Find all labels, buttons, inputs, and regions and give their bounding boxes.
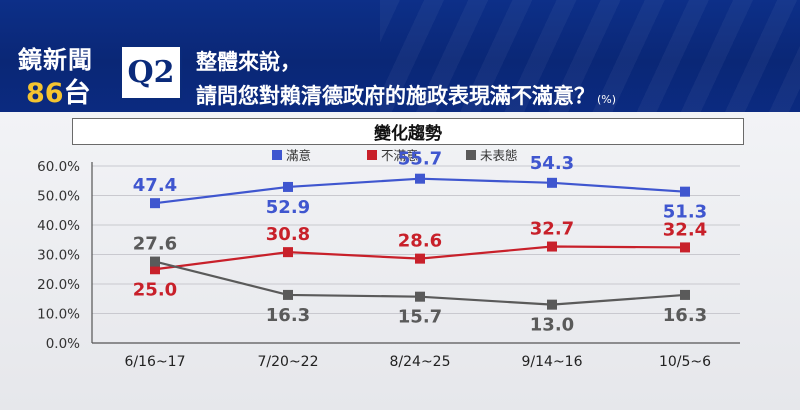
brand-channel-number: 86	[26, 78, 64, 109]
data-label: 15.7	[398, 307, 442, 328]
data-label: 13.0	[530, 315, 574, 336]
y-tick-label: 60.0%	[37, 159, 80, 175]
data-point	[547, 177, 557, 188]
data-label: 28.6	[398, 231, 442, 252]
header-banner: 鏡新聞 86台 Q2 整體來說， 請問您對賴清德政府的施政表現滿不滿意？ (%)	[0, 0, 800, 112]
x-tick-label: 10/5~6	[659, 354, 711, 370]
question-badge: Q2	[120, 45, 182, 100]
data-label: 25.0	[133, 279, 177, 300]
x-tick-label: 6/16~17	[125, 354, 186, 370]
data-point	[680, 289, 690, 300]
x-tick-label: 9/14~16	[522, 354, 583, 370]
data-point	[150, 198, 160, 209]
data-label: 32.4	[663, 219, 707, 240]
legend-label: 未表態	[480, 148, 518, 163]
data-point	[547, 241, 557, 252]
brand-channel: 86台	[26, 71, 91, 110]
data-point	[415, 291, 425, 302]
brand-name: 鏡新聞	[18, 46, 93, 74]
question-unit: (%)	[597, 93, 617, 106]
question-text-line2: 請問您對賴清德政府的施政表現滿不滿意？ (%)	[196, 80, 616, 110]
data-point	[283, 181, 293, 192]
data-label: 54.3	[530, 153, 574, 174]
data-point	[415, 173, 425, 184]
question-text-line1: 整體來說，	[196, 50, 301, 74]
y-tick-label: 40.0%	[37, 218, 80, 234]
data-point	[283, 289, 293, 300]
x-tick-label: 7/20~22	[258, 354, 319, 370]
y-tick-label: 0.0%	[46, 336, 80, 352]
chart-panel	[0, 112, 800, 410]
y-tick-label: 20.0%	[37, 277, 80, 293]
data-point	[415, 253, 425, 264]
data-point	[150, 256, 160, 267]
brand-channel-suffix: 台	[63, 78, 91, 109]
legend-swatch	[466, 150, 476, 160]
data-label: 52.9	[266, 197, 310, 218]
data-point	[680, 242, 690, 253]
legend-swatch	[272, 150, 282, 160]
data-label: 16.3	[663, 305, 707, 326]
data-label: 32.7	[530, 219, 574, 240]
data-label: 51.3	[663, 202, 707, 223]
x-tick-label: 8/24~25	[390, 354, 451, 370]
data-point	[680, 186, 690, 197]
data-label: 55.7	[398, 149, 442, 170]
data-label: 30.8	[266, 224, 310, 245]
chart-title: 變化趨勢	[72, 118, 744, 145]
data-label: 47.4	[133, 175, 177, 196]
legend-label: 不滿意	[381, 148, 419, 163]
header-decoration	[380, 0, 800, 112]
data-label: 27.6	[133, 234, 177, 255]
legend-label: 滿意	[286, 148, 311, 163]
y-tick-label: 50.0%	[37, 189, 80, 205]
data-label: 16.3	[266, 305, 310, 326]
y-tick-label: 30.0%	[37, 248, 80, 264]
data-point	[150, 264, 160, 275]
legend-swatch	[367, 150, 377, 160]
data-point	[547, 299, 557, 310]
data-point	[283, 247, 293, 258]
question-text: 請問您對賴清德政府的施政表現滿不滿意？	[196, 84, 595, 108]
y-tick-label: 10.0%	[37, 307, 80, 323]
